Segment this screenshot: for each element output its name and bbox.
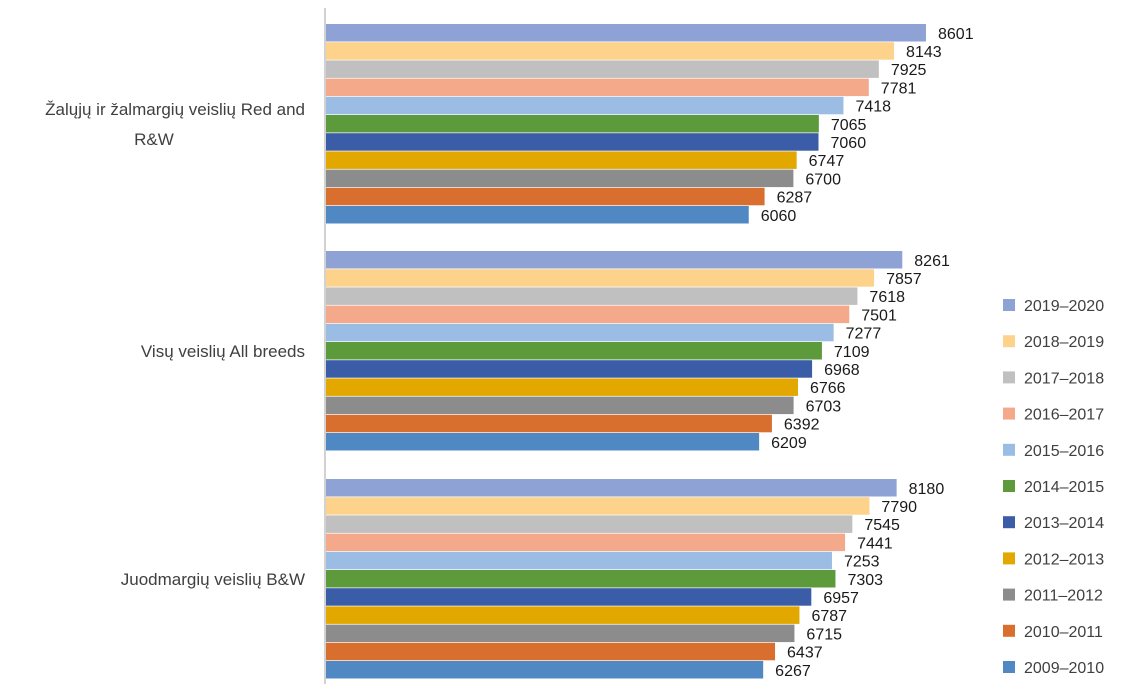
legend-label-1: 2018–2019 <box>1024 334 1104 351</box>
legend-swatch-0 <box>1003 299 1015 311</box>
bar-1-9 <box>326 414 772 433</box>
legend-label-4: 2015–2016 <box>1024 443 1104 460</box>
bar-1-7 <box>326 378 798 396</box>
data-label-2-0: 8180 <box>909 481 945 498</box>
bar-0-7 <box>326 151 797 169</box>
bar-1-4 <box>326 323 834 342</box>
data-label-0-5: 7065 <box>831 117 867 134</box>
data-label-0-0: 8601 <box>938 26 974 43</box>
category-label-0-0: Žalųjų ir žalmargių veislių Red and <box>45 100 305 119</box>
legend-swatch-5 <box>1003 480 1015 492</box>
data-label-2-7: 6787 <box>811 608 847 625</box>
legend-label-9: 2010–2011 <box>1024 624 1103 641</box>
bar-2-10 <box>326 661 764 679</box>
legend-label-0: 2019–2020 <box>1024 298 1104 315</box>
data-label-1-0: 8261 <box>914 253 950 270</box>
bar-1-8 <box>326 396 794 415</box>
data-label-1-6: 6968 <box>824 362 860 379</box>
data-label-2-9: 6437 <box>787 645 823 662</box>
bar-2-4 <box>326 551 832 570</box>
data-label-1-10: 6209 <box>771 435 807 452</box>
bar-2-2 <box>326 515 853 533</box>
data-label-0-4: 7418 <box>855 99 891 116</box>
legend-swatch-4 <box>1003 443 1015 456</box>
data-label-0-6: 7060 <box>831 135 867 152</box>
bar-0-1 <box>326 42 895 60</box>
bar-0-4 <box>326 96 844 115</box>
bar-2-3 <box>326 533 846 552</box>
data-label-1-4: 7277 <box>846 326 882 343</box>
data-label-2-10: 6267 <box>775 663 811 680</box>
legend-label-2: 2017–2018 <box>1024 370 1104 387</box>
legend-swatch-7 <box>1003 552 1015 565</box>
bar-2-1 <box>326 497 870 515</box>
legend-swatch-8 <box>1003 588 1015 601</box>
bar-1-2 <box>326 287 858 305</box>
bar-0-6 <box>326 133 819 151</box>
bar-1-6 <box>326 360 813 378</box>
data-label-2-2: 7545 <box>864 517 900 534</box>
bar-1-3 <box>326 305 850 324</box>
bar-2-9 <box>326 642 776 661</box>
bar-2-5 <box>326 570 836 588</box>
data-label-0-8: 6700 <box>805 171 841 188</box>
category-label-2-0: Juodmargių veislių B&W <box>121 570 305 589</box>
bar-0-8 <box>326 169 794 188</box>
data-label-0-10: 6060 <box>761 208 797 225</box>
legend-label-5: 2014–2015 <box>1024 479 1104 496</box>
data-label-1-2: 7618 <box>869 289 905 306</box>
legend-swatch-3 <box>1003 407 1015 420</box>
data-label-0-9: 6287 <box>777 190 813 207</box>
data-label-2-6: 6957 <box>823 590 859 607</box>
legend-label-6: 2013–2014 <box>1024 515 1104 532</box>
bar-2-0 <box>326 479 897 497</box>
legend-swatch-10 <box>1003 661 1015 673</box>
legend-swatch-1 <box>1003 335 1015 348</box>
data-label-1-5: 7109 <box>834 344 870 361</box>
bar-1-1 <box>326 269 875 287</box>
data-label-1-7: 6766 <box>810 380 846 397</box>
bar-0-5 <box>326 115 819 133</box>
legend-label-7: 2012–2013 <box>1024 551 1104 568</box>
data-label-0-7: 6747 <box>809 153 845 170</box>
legend-label-10: 2009–2010 <box>1024 660 1104 677</box>
bar-1-5 <box>326 342 822 360</box>
data-label-0-2: 7925 <box>891 62 927 79</box>
data-label-0-1: 8143 <box>906 44 942 61</box>
bar-1-0 <box>326 251 903 269</box>
data-label-1-1: 7857 <box>886 271 922 288</box>
data-label-0-3: 7781 <box>881 80 917 97</box>
bar-0-0 <box>326 24 926 42</box>
legend-swatch-6 <box>1003 516 1015 529</box>
bar-2-7 <box>326 606 800 624</box>
bar-0-10 <box>326 206 749 224</box>
bar-1-10 <box>326 433 760 451</box>
data-label-2-1: 7790 <box>881 499 917 516</box>
bar-2-6 <box>326 588 812 606</box>
legend-label-8: 2011–2012 <box>1024 588 1103 605</box>
data-label-1-3: 7501 <box>861 307 897 324</box>
legend: 2019–2020 2018–2019 2017–2018 2016–2017 2015… <box>1003 298 1104 677</box>
data-label-2-8: 6715 <box>806 626 842 643</box>
data-label-2-3: 7441 <box>857 535 893 552</box>
legend-swatch-9 <box>1003 624 1015 637</box>
legend-swatch-2 <box>1003 371 1015 384</box>
data-label-2-4: 7253 <box>844 554 880 571</box>
data-label-1-9: 6392 <box>784 417 820 434</box>
category-label-0-1: R&W <box>134 130 174 149</box>
bar-2-8 <box>326 624 795 643</box>
bar-0-9 <box>326 187 765 206</box>
category-labels: Žalųjų ir žalmargių veislių Red and R&W Vi… <box>45 100 305 589</box>
bar-0-2 <box>326 60 879 78</box>
data-label-1-8: 6703 <box>806 398 842 415</box>
category-label-1-0: Visų veislių All breeds <box>141 342 305 361</box>
data-label-2-5: 7303 <box>847 572 883 589</box>
bar-0-3 <box>326 78 869 97</box>
legend-label-3: 2016–2017 <box>1024 407 1104 424</box>
